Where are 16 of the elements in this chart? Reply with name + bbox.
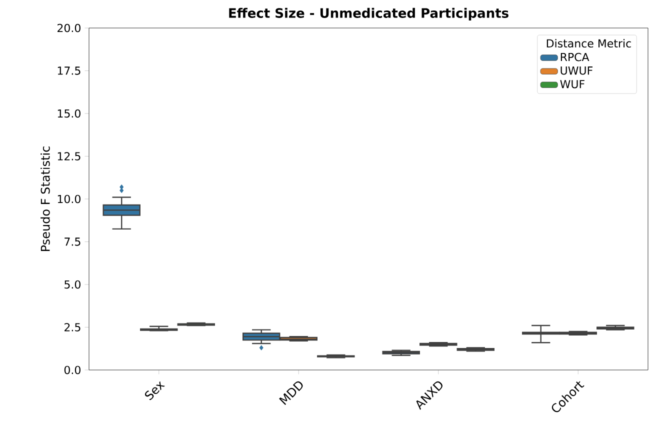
y-tick-label: 7.5	[64, 238, 80, 246]
y-tick-label: 15.0	[58, 109, 80, 118]
y-tick-label: 10.0	[58, 194, 80, 204]
y-tick-label: 0.0	[64, 366, 80, 374]
x-tick-label: Sex	[144, 381, 165, 400]
y-tick-label: 12.5	[58, 152, 80, 160]
y-axis-title: Pseudo F Statistic	[40, 146, 50, 251]
y-tick-label: 20.0	[58, 24, 80, 32]
chart-title: Effect Size - Unmedicated Participants	[229, 8, 508, 20]
legend-label: WUF	[560, 80, 584, 88]
legend-label: UWUF	[560, 66, 592, 75]
y-tick-label: 17.5	[58, 66, 80, 75]
legend-label: RPCA	[560, 52, 590, 62]
y-tick-label: 2.5	[64, 323, 80, 332]
legend-title: Distance Metric	[546, 39, 631, 48]
y-tick-label: 5.0	[64, 280, 80, 289]
